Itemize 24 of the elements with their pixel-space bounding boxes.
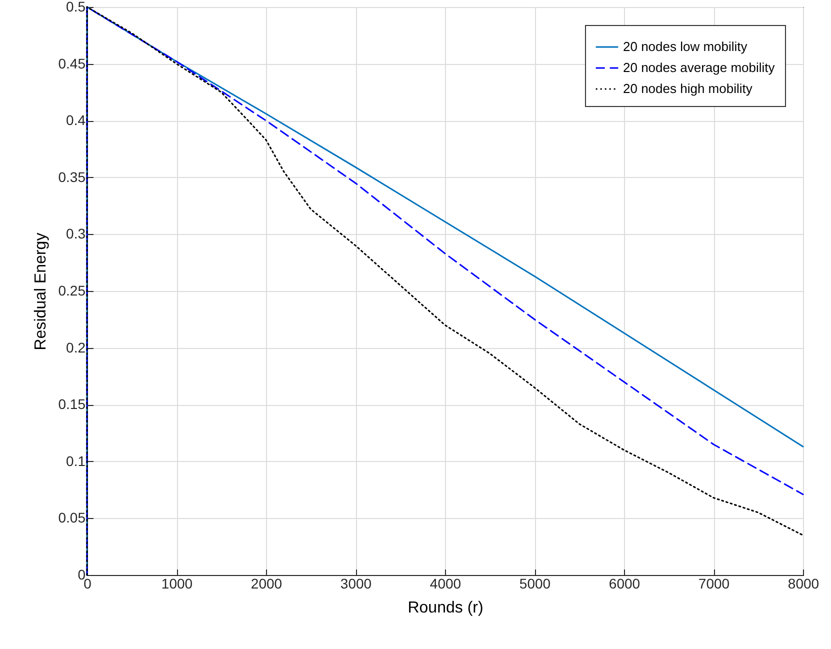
y-tick-label: 0.25 [58, 282, 86, 298]
x-tick-label: 3000 [340, 576, 372, 592]
line-series [86, 6, 804, 576]
y-tick-label: 0.4 [66, 112, 86, 128]
x-tick-label: 4000 [430, 576, 462, 592]
y-tick-label: 0.35 [58, 168, 86, 185]
x-axis-title: Rounds (r) [408, 600, 484, 616]
x-tick-label: 1000 [161, 576, 193, 592]
y-axis-title: Residual Energy [32, 232, 50, 350]
y-tick-label: 0.45 [58, 55, 86, 72]
legend-label: 20 nodes high mobility [623, 81, 753, 96]
y-tick-label: 0.05 [58, 510, 86, 526]
legend-label: 20 nodes low mobility [623, 39, 748, 54]
y-tick-label: 0.5 [66, 0, 86, 14]
y-tick-label: 0.1 [66, 452, 86, 469]
legend-label: 20 nodes average mobility [623, 60, 776, 75]
x-tick-label: 5000 [519, 576, 551, 592]
y-tick-label: 0.15 [58, 396, 86, 412]
x-tick-label: 2000 [250, 576, 282, 592]
y-tick-label: 0.3 [66, 226, 86, 242]
x-tick-label: 6000 [608, 576, 640, 592]
x-tick-label: 8000 [788, 576, 820, 592]
y-tick-label: 0.2 [66, 339, 86, 356]
x-tick-label: 7000 [698, 576, 730, 592]
